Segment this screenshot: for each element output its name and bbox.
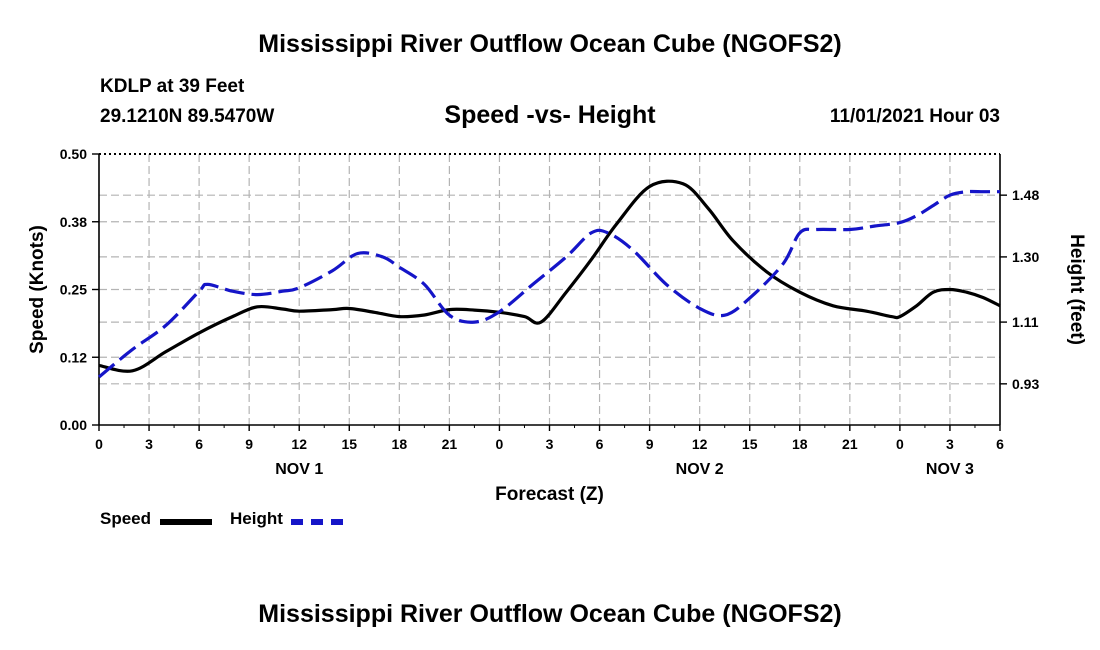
chart-subtitle: Speed -vs- Height	[444, 101, 656, 129]
y-tick-label: 0.00	[60, 417, 87, 433]
y-tick-label: 0.12	[60, 349, 87, 365]
day-label: NOV 2	[676, 461, 724, 478]
y2-axis-title: Height (feet)	[1066, 234, 1087, 345]
legend-height-label: Height	[230, 509, 283, 528]
x-tick-label: 18	[792, 436, 808, 452]
series-line-height	[97, 189, 1000, 379]
x-tick-label: 15	[742, 436, 758, 452]
x-axis-title: Forecast (Z)	[495, 484, 604, 505]
y2-tick-label: 1.30	[1012, 249, 1039, 265]
x-tick-label: 12	[692, 436, 708, 452]
x-tick-label: 3	[145, 436, 153, 452]
x-tick-label: 6	[996, 436, 1004, 452]
x-tick-label: 9	[646, 436, 654, 452]
x-tick-label: 21	[842, 436, 858, 452]
x-tick-label: 15	[341, 436, 357, 452]
second-chart-title: Mississippi River Outflow Ocean Cube (NG…	[258, 600, 842, 628]
station-label: KDLP at 39 Feet	[100, 76, 245, 97]
coordinates-label: 29.1210N 89.5470W	[100, 106, 275, 127]
x-tick-label: 3	[946, 436, 954, 452]
y2-tick-label: 1.48	[1012, 187, 1039, 203]
x-tick-label: 6	[596, 436, 604, 452]
x-tick-label: 9	[245, 436, 253, 452]
x-tick-label: 21	[442, 436, 458, 452]
legend-speed-swatch	[160, 519, 212, 525]
forecast-datetime: 11/01/2021 Hour 03	[829, 106, 1000, 127]
y-tick-label: 0.50	[60, 146, 87, 162]
x-tick-label: 6	[195, 436, 203, 452]
legend-height-swatch	[291, 519, 343, 525]
x-tick-label: 0	[896, 436, 904, 452]
chart-main-title: Mississippi River Outflow Ocean Cube (NG…	[258, 30, 842, 58]
legend-speed-label: Speed	[100, 509, 152, 528]
day-label: NOV 3	[926, 461, 974, 478]
y-tick-label: 0.25	[60, 282, 87, 298]
series-line-speed	[98, 179, 1001, 373]
y-axis-title: Speed (Knots)	[27, 225, 48, 354]
x-tick-label: 0	[496, 436, 504, 452]
y2-tick-label: 0.93	[1012, 376, 1039, 392]
y2-tick-label: 1.11	[1012, 314, 1039, 330]
x-tick-label: 12	[291, 436, 307, 452]
x-tick-label: 18	[392, 436, 408, 452]
day-label: NOV 1	[275, 461, 323, 478]
y-tick-label: 0.38	[60, 214, 87, 230]
x-tick-label: 3	[546, 436, 554, 452]
x-tick-label: 0	[95, 436, 103, 452]
